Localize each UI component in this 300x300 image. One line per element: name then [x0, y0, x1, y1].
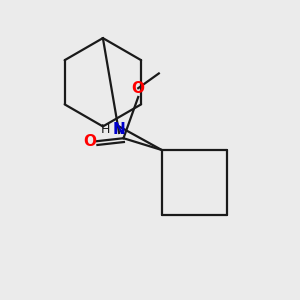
- Text: O: O: [83, 134, 96, 149]
- Text: N: N: [113, 122, 125, 137]
- Text: O: O: [132, 81, 145, 96]
- Text: H: H: [101, 123, 110, 136]
